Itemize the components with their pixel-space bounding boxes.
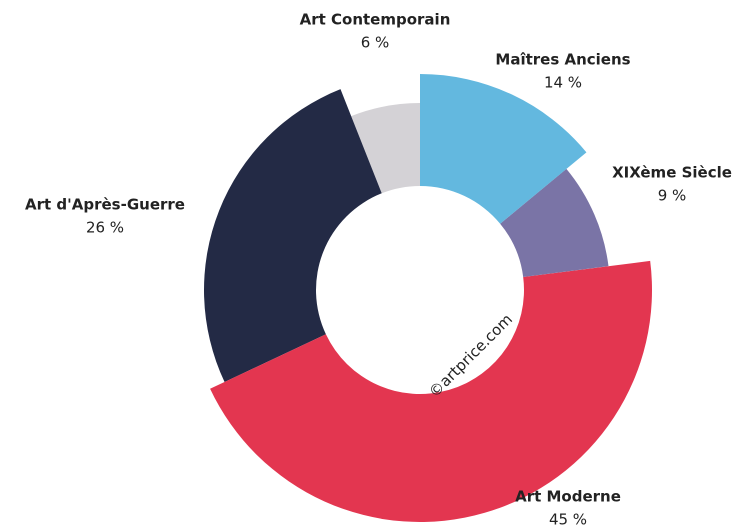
slice-value: 9 %	[658, 187, 687, 205]
slice-name: XIXème Siècle	[612, 164, 732, 182]
slice-name: Art d'Après-Guerre	[25, 196, 185, 214]
donut-slice	[500, 168, 609, 277]
donut-slice	[420, 74, 587, 224]
slice-value: 6 %	[361, 34, 390, 52]
slice-value: 26 %	[86, 219, 124, 237]
slice-value: 45 %	[549, 511, 587, 527]
donut-slice	[351, 103, 420, 194]
donut-slice	[203, 89, 382, 382]
slice-name: Maîtres Anciens	[495, 51, 630, 69]
slice-name: Art Contemporain	[300, 11, 451, 29]
slice-value: 14 %	[544, 74, 582, 92]
donut-slice	[210, 260, 652, 522]
slice-name: Art Moderne	[515, 488, 621, 506]
